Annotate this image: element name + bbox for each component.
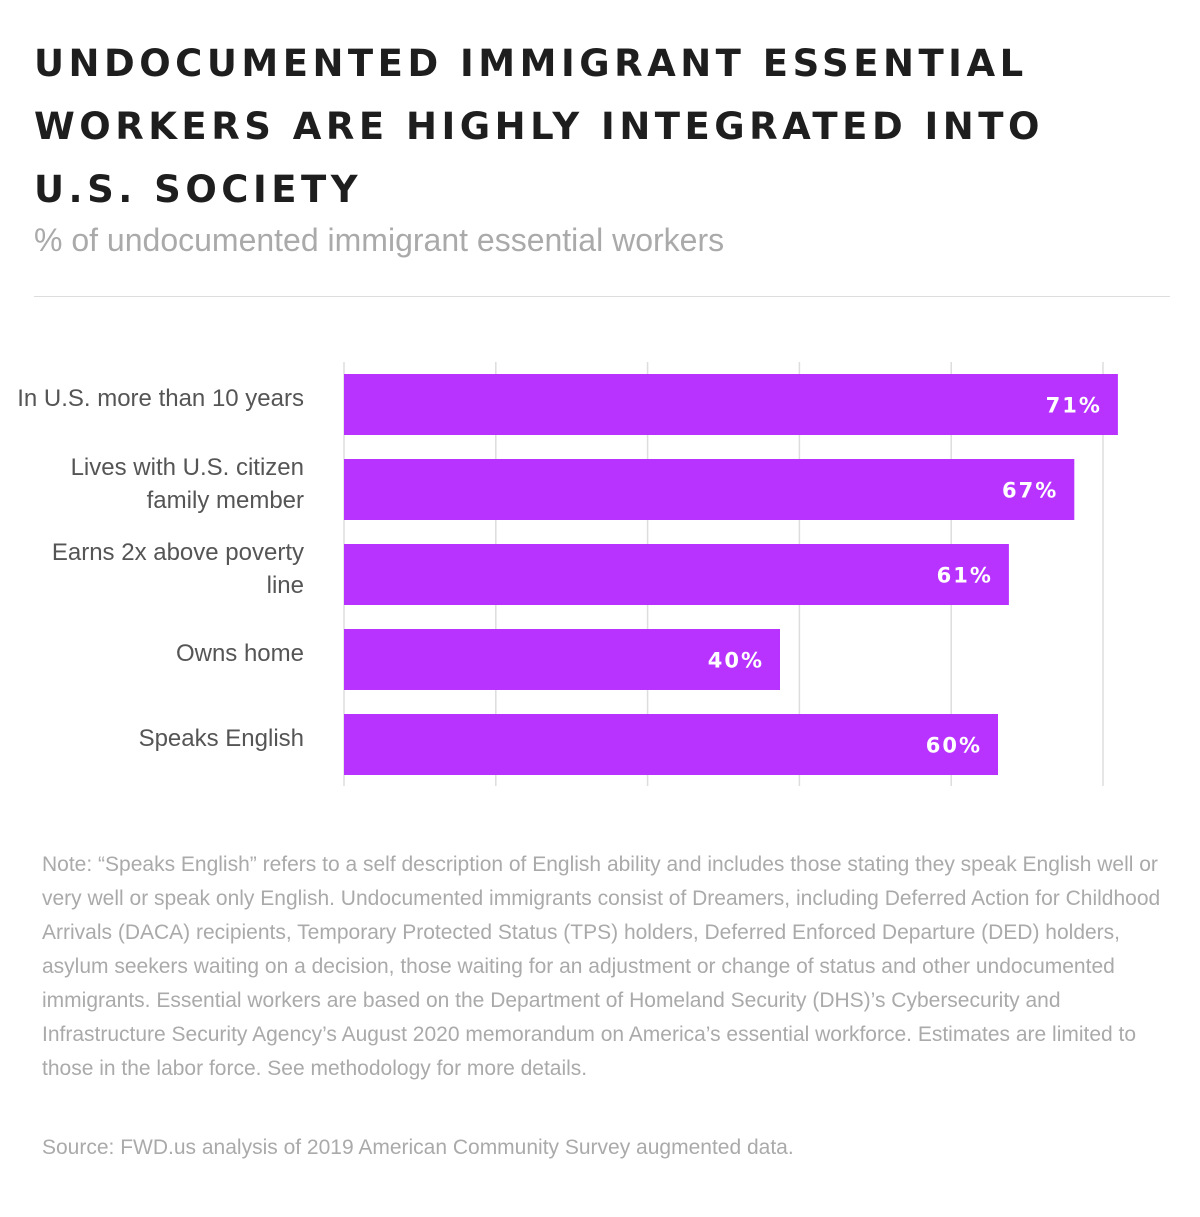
data-label: 60%	[926, 734, 982, 758]
chart-title: UNDOCUMENTED IMMIGRANT ESSENTIAL WORKERS…	[34, 42, 1044, 211]
chart-source: Source: FWD.us analysis of 2019 American…	[42, 1136, 794, 1159]
bar	[344, 629, 780, 690]
chart-plot: 71% 67% 61% 40% 60%	[343, 362, 1118, 786]
category-label: Earns 2x above poverty line	[51, 538, 304, 599]
category-label: In U.S. more than 10 years	[17, 385, 304, 412]
category-label: Lives with U.S. citizen family member	[70, 453, 304, 514]
category-label: Speaks English	[138, 725, 304, 752]
chart-subtitle: % of undocumented immigrant essential wo…	[34, 222, 725, 258]
divider	[34, 296, 1170, 297]
bar	[344, 459, 1075, 520]
bar-chart: 71% 67% 61% 40% 60% In U.S. more than 10 yea…	[0, 340, 1200, 800]
bar	[344, 544, 1009, 605]
data-label: 61%	[937, 564, 993, 588]
bar	[344, 714, 998, 775]
data-label: 71%	[1046, 394, 1102, 418]
bar	[344, 374, 1118, 435]
data-label: 67%	[1002, 479, 1058, 503]
chart-note: Note: “Speaks English” refers to a self …	[42, 853, 1161, 1080]
category-label: Owns home	[175, 640, 304, 667]
data-label: 40%	[708, 649, 764, 673]
